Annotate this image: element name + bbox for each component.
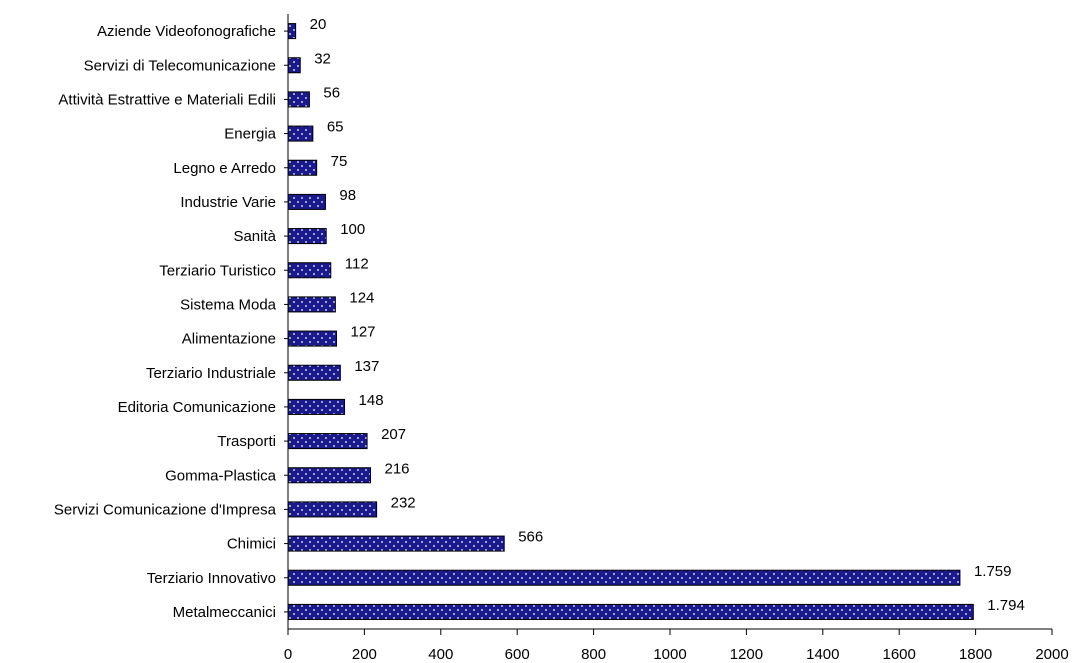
bar: [287, 535, 505, 552]
category-label: Industrie Varie: [180, 194, 276, 211]
bar: [287, 296, 336, 313]
category-label: Energia: [224, 126, 276, 143]
x-tick-label: 1400: [806, 646, 839, 663]
category-label: Attività Estrattive e Materiali Edili: [58, 91, 276, 108]
bar: [287, 57, 301, 74]
bar: [287, 159, 318, 176]
x-tick-label: 1200: [730, 646, 763, 663]
x-tick-label: 1800: [959, 646, 992, 663]
category-label: Sistema Moda: [180, 296, 277, 313]
bar: [287, 228, 327, 245]
x-tick-label: 800: [581, 646, 606, 663]
value-label: 124: [349, 289, 374, 306]
bar: [287, 193, 326, 210]
bar: [287, 330, 338, 347]
category-label: Gomma-Plastica: [165, 467, 277, 484]
x-tick-label: 600: [505, 646, 530, 663]
category-label: Terziario Innovativo: [147, 570, 276, 587]
value-label: 566: [518, 529, 543, 546]
bars-group: [287, 23, 974, 620]
labels-group: Aziende Videofonografiche 20 Servizi di Te…: [54, 16, 1025, 621]
category-label: Chimici: [227, 536, 276, 553]
x-tick-label: 400: [428, 646, 453, 663]
category-label: Terziario Turistico: [159, 262, 276, 279]
value-label: 216: [385, 460, 410, 477]
x-tick-label: 0: [284, 646, 292, 663]
bar: [287, 433, 368, 450]
x-tick-label: 200: [352, 646, 377, 663]
value-label: 20: [310, 16, 327, 33]
category-label: Servizi Comunicazione d'Impresa: [54, 501, 277, 518]
value-label: 137: [354, 358, 379, 375]
value-label: 1.794: [987, 597, 1025, 614]
bar: [287, 364, 341, 381]
bar: [287, 262, 332, 279]
value-label: 65: [327, 119, 344, 136]
value-label: 32: [314, 50, 331, 67]
category-label: Alimentazione: [182, 331, 276, 348]
value-label: 127: [351, 324, 376, 341]
category-label: Sanità: [233, 228, 276, 245]
bar: [287, 125, 314, 142]
bar: [287, 569, 961, 586]
x-tick-label: 2000: [1035, 646, 1068, 663]
category-label: Aziende Videofonografiche: [97, 23, 276, 40]
x-ticks-group: 0 200 400 600 800 1000 1200 1400 1600 1800 2000: [284, 30, 1069, 663]
value-label: 207: [381, 426, 406, 443]
value-label: 75: [331, 153, 348, 170]
bar: [287, 501, 378, 518]
x-tick-label: 1000: [653, 646, 686, 663]
category-label: Editoria Comunicazione: [118, 399, 276, 416]
bar: [287, 603, 974, 620]
value-label: 148: [359, 392, 384, 409]
x-tick-label: 1600: [883, 646, 916, 663]
category-label: Terziario Industriale: [146, 365, 276, 382]
category-label: Servizi di Telecomunicazione: [84, 57, 276, 74]
value-label: 112: [345, 255, 369, 272]
value-label: 98: [339, 187, 356, 204]
category-label: Trasporti: [217, 433, 276, 450]
category-label: Legno e Arredo: [173, 160, 276, 177]
value-label: 1.759: [974, 563, 1012, 580]
value-label: 232: [391, 494, 416, 511]
bar: [287, 467, 372, 484]
category-label: Metalmeccanici: [173, 604, 276, 621]
bar: [287, 23, 297, 40]
bar: [287, 91, 310, 108]
bar: [287, 398, 346, 415]
value-label: 100: [340, 221, 365, 238]
value-label: 56: [323, 84, 340, 101]
